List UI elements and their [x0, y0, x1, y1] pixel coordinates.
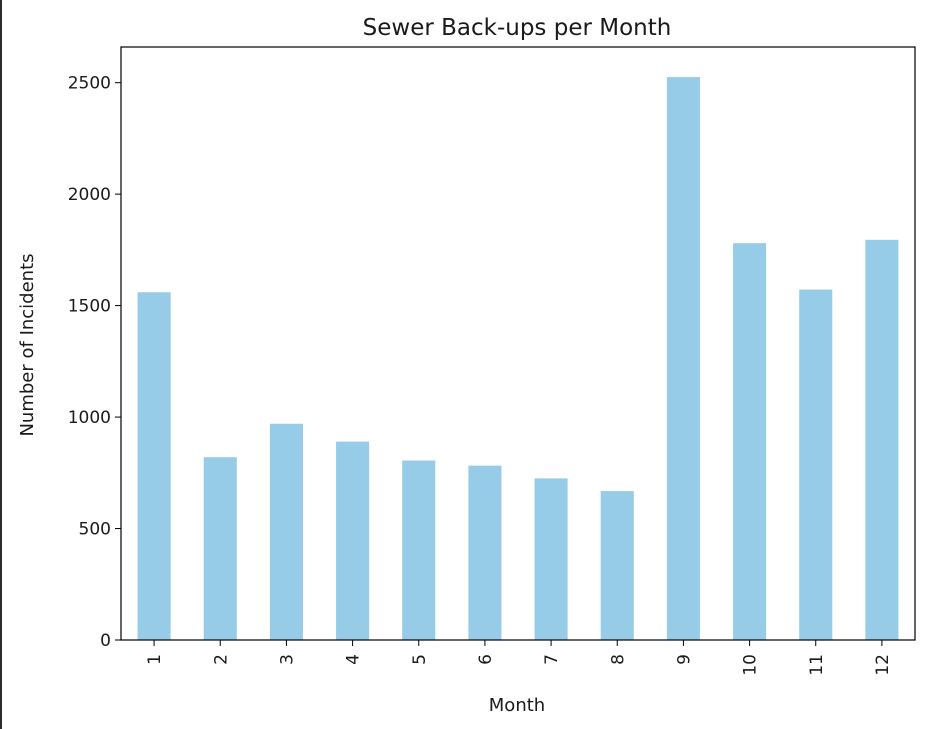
x-axis-label: Month [489, 695, 545, 716]
chart-title: Sewer Back-ups per Month [363, 15, 672, 41]
y-tick-label: 1000 [68, 408, 111, 428]
x-tick-label: 7 [542, 654, 562, 665]
bar-month-3 [269, 423, 303, 640]
x-axis-ticks: 1 2 3 4 5 6 7 8 9 10 11 12 [145, 640, 893, 676]
x-tick-label: 11 [807, 654, 827, 676]
bar-month-2 [203, 457, 237, 640]
x-tick-label: 4 [344, 654, 364, 665]
x-tick-label: 10 [741, 654, 761, 676]
y-tick-label: 1500 [68, 297, 111, 317]
plot-frame [120, 46, 916, 641]
x-tick-label: 5 [410, 654, 430, 665]
x-tick-label: 6 [476, 654, 496, 665]
bar-month-5 [402, 460, 436, 640]
x-tick-label: 3 [277, 654, 297, 665]
bar-month-4 [336, 441, 370, 640]
x-tick-label: 12 [873, 654, 893, 676]
x-tick-label: 9 [674, 654, 694, 665]
y-tick-label: 500 [79, 520, 111, 540]
bar-month-9 [666, 77, 700, 640]
bar-month-11 [799, 289, 833, 640]
x-tick-label: 1 [145, 654, 165, 665]
bar-month-10 [733, 243, 767, 640]
bar-month-12 [865, 239, 899, 640]
bar-month-7 [534, 478, 568, 640]
x-tick-label: 2 [211, 654, 231, 665]
bar-month-6 [468, 465, 502, 640]
bar-month-1 [137, 292, 171, 640]
bar-month-8 [600, 491, 634, 640]
window-border [0, 0, 2, 729]
y-axis-label: Number of Incidents [17, 253, 38, 436]
y-axis-ticks: 0 500 1000 1500 2000 2500 [68, 74, 121, 651]
y-tick-label: 2500 [68, 74, 111, 94]
x-tick-label: 8 [608, 654, 628, 665]
y-tick-label: 0 [100, 631, 111, 651]
bars-group [137, 77, 899, 640]
y-tick-label: 2000 [68, 185, 111, 205]
